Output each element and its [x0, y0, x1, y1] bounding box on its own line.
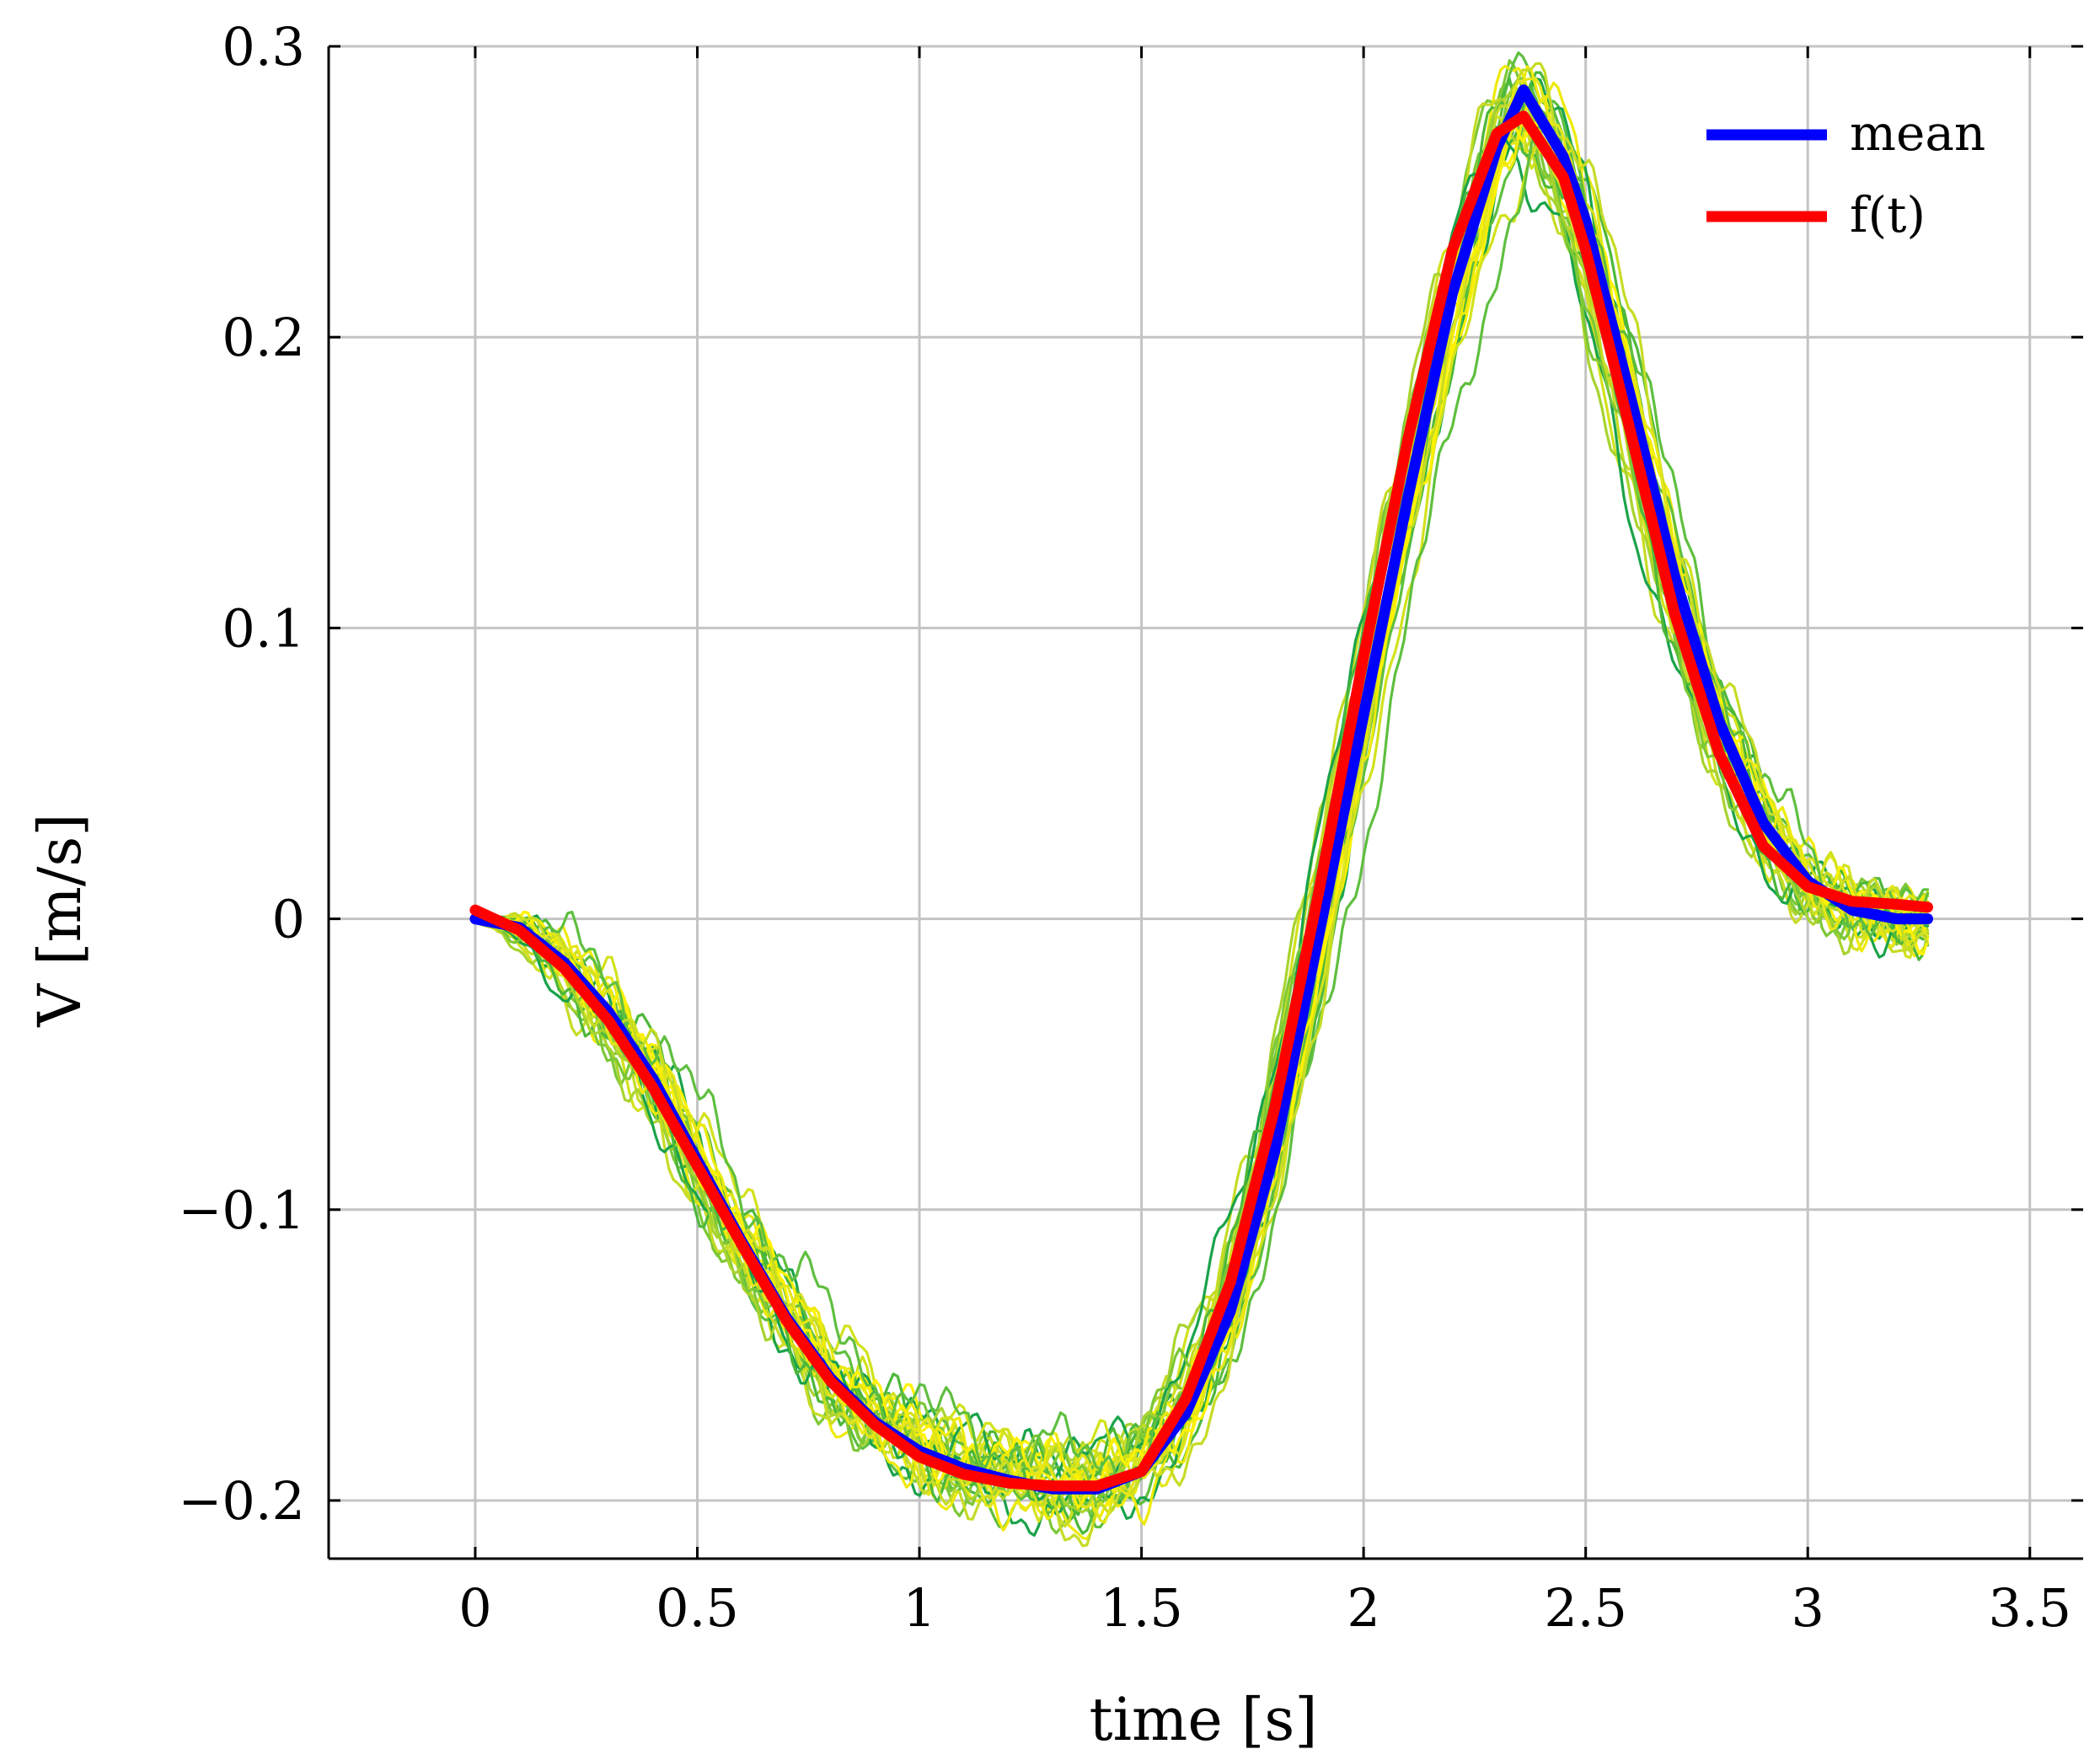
- trial-line-17: [474, 88, 1930, 1502]
- trial-line-23: [474, 84, 1930, 1514]
- x-tick-label-2: 1: [903, 1577, 935, 1639]
- trial-line-19: [474, 98, 1930, 1505]
- trial-line-3: [474, 104, 1930, 1506]
- x-tick-label-5: 2.5: [1544, 1577, 1627, 1639]
- trial-line-28: [474, 62, 1930, 1548]
- trial-line-22: [474, 91, 1930, 1505]
- trial-line-25: [474, 95, 1930, 1496]
- trial-line-0: [474, 95, 1930, 1503]
- legend: mean f(t): [1706, 104, 1985, 243]
- grid: [329, 45, 2083, 1559]
- x-tick-label-3: 1.5: [1100, 1577, 1183, 1639]
- trial-line-16: [474, 88, 1930, 1508]
- x-tick-label-0: 0: [458, 1577, 491, 1639]
- x-tick-label-4: 2: [1347, 1577, 1379, 1639]
- y-tick-label-4: 0.2: [222, 307, 305, 368]
- trial-line-12: [474, 77, 1930, 1514]
- trial-line-20: [474, 137, 1930, 1501]
- series-lines: [469, 84, 1933, 1495]
- legend-label-mean: mean: [1850, 104, 1985, 162]
- trial-line-13: [474, 123, 1930, 1501]
- trial-lines: [474, 51, 1930, 1548]
- y-axis-label: V [m/s]: [25, 813, 94, 1027]
- x-tick-label-7: 3.5: [1988, 1577, 2071, 1639]
- trial-line-8: [474, 108, 1930, 1501]
- trial-line-26: [474, 120, 1930, 1510]
- trial-line-10: [474, 77, 1930, 1537]
- tick-labels: 0 0.5 1 1.5 2 2.5 3 3.5 −0.2 −0.1 0 0.1 0.2 0.3: [178, 16, 2071, 1639]
- trial-line-4: [474, 129, 1930, 1495]
- series-line-mean: [469, 84, 1933, 1495]
- y-tick-label-1: −0.1: [178, 1180, 305, 1241]
- x-axis-label: time [s]: [1089, 1685, 1317, 1754]
- trial-line-24: [474, 139, 1930, 1483]
- trial-line-6: [474, 129, 1930, 1490]
- trial-line-5: [474, 64, 1930, 1540]
- x-tick-label-1: 0.5: [656, 1577, 739, 1639]
- y-tick-label-0: −0.2: [178, 1470, 305, 1532]
- trial-line-27: [474, 108, 1930, 1499]
- series-line-ft: [469, 110, 1933, 1492]
- y-tick-label-5: 0.3: [222, 16, 305, 78]
- axes: [327, 45, 2083, 1560]
- x-tick-label-6: 3: [1791, 1577, 1824, 1639]
- legend-label-ft: f(t): [1850, 186, 1926, 243]
- trial-line-21: [474, 77, 1930, 1517]
- y-tick-label-2: 0: [272, 889, 305, 950]
- y-tick-label-3: 0.1: [222, 597, 305, 659]
